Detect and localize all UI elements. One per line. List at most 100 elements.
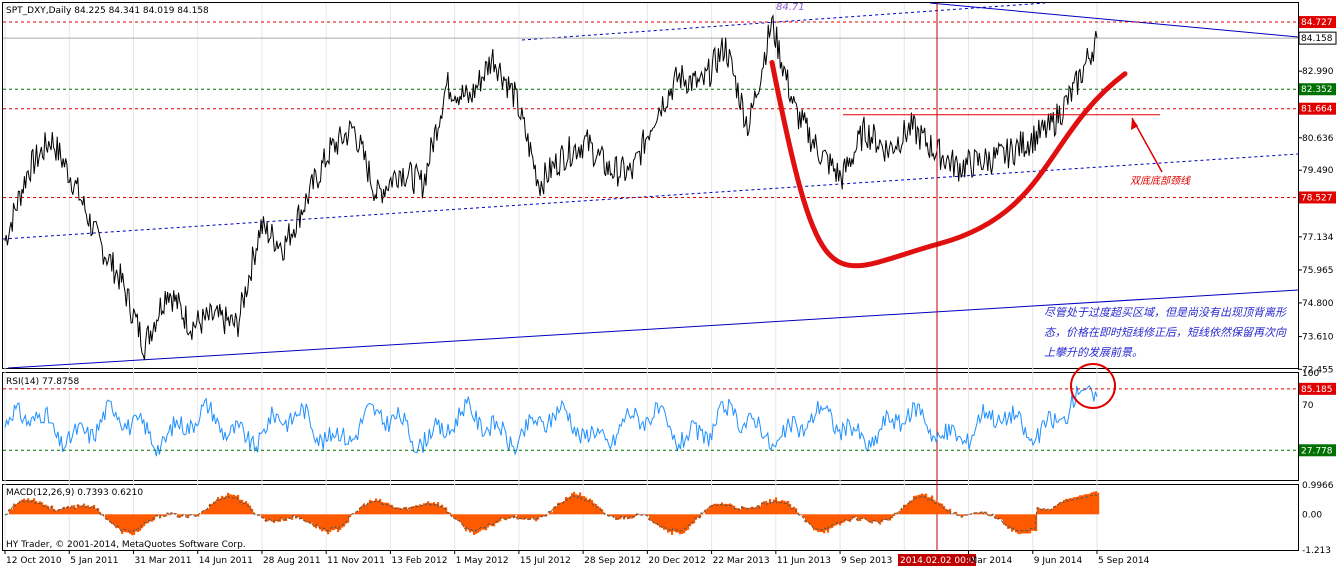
macd-bar [977,512,980,515]
price-pane[interactable] [2,2,1299,369]
macd-bar [177,514,180,518]
x-tick-label: 13 Feb 2012 [391,556,447,566]
rsi-level-tag: 85.185 [1299,382,1336,395]
macd-bar [655,514,658,525]
rsi-series [4,384,1098,457]
macd-bar [1025,514,1028,534]
macd-bar [267,514,270,522]
macd-bar [293,514,296,516]
macd-bar [955,511,958,515]
macd-bar [663,514,666,530]
macd-bar [317,514,320,527]
macd-bar [521,514,524,520]
macd-bar [911,501,914,515]
macd-bar [435,503,438,515]
macd-bar [223,497,226,515]
macd-bar [93,504,96,515]
macd-bar [929,497,932,515]
macd-bar [445,507,448,515]
macd-bar [1079,495,1082,515]
macd-bar [431,503,434,515]
macd-bar [765,500,768,515]
macd-bar [313,514,316,528]
macd-bar [1017,514,1020,534]
macd-bar [535,514,538,522]
macd-bar [817,514,820,532]
x-tick-label: 1 May 2012 [456,556,509,566]
macd-bar [139,514,142,531]
macd-bar [1005,514,1008,526]
macd-bar [873,514,876,522]
macd-bar [983,513,986,515]
macd-bar [681,514,684,534]
macd-bar [553,506,556,515]
macd-bar [327,514,330,535]
macd-y-axis: 0.9966 0.00 -1.213 [1302,481,1334,556]
macd-bar [539,514,542,517]
macd-pane[interactable] [2,484,1299,551]
macd-bar [65,508,68,515]
macd-bar [133,514,136,535]
macd-bar [759,506,762,515]
y-tick-label: 77.134 [1302,233,1334,243]
macd-bar [723,504,726,515]
macd-bar [357,510,360,515]
macd-bar [713,503,716,515]
current-price-tag: 84.158 [1298,31,1337,45]
macd-bar [237,494,240,515]
macd-bar [355,511,358,515]
macd-bar [47,505,50,515]
macd-bar [885,514,888,520]
annotation-line-3: 上攀升的发展前景。 [1044,346,1143,359]
macd-bar [855,514,858,517]
macd-bar [1075,497,1078,515]
macd-bar [549,510,552,515]
y-tick-label: 73.610 [1302,333,1334,343]
macd-bar [835,514,838,526]
macd-bar [869,514,872,523]
macd-bar [881,514,884,522]
macd-bar [135,514,138,532]
macd-bar [781,500,784,515]
macd-bar [691,514,694,525]
macd-bar [279,514,282,522]
rsi-pane[interactable] [2,372,1299,481]
macd-bar [215,500,218,515]
macd-bar [77,504,80,515]
macd-bar [91,506,94,515]
macd-bar [285,514,288,521]
rsi-level-tag: 27.778 [1299,444,1336,457]
macd-bar [923,494,926,515]
macd-y-tick: -1.213 [1302,546,1331,556]
macd-bar [999,514,1002,519]
svg-text:82.352: 82.352 [1301,85,1333,95]
macd-bar [903,504,906,515]
macd-bar [631,514,634,519]
annotation-line-1: 尽管处于过度超买区域，但是尚没有出现顶背离形 [1044,306,1288,319]
macd-bar [915,495,918,515]
macd-bar [217,496,220,515]
macd-bar [185,514,188,516]
macd-bar [585,497,588,515]
macd-bar [675,514,678,533]
macd-bar [847,514,850,521]
macd-bar [21,499,24,515]
macd-bar [897,513,900,515]
macd-bar [499,514,502,522]
macd-bar [1067,499,1070,515]
macd-bar [871,514,874,524]
x-tick-label: 31 Mar 2011 [134,556,191,566]
macd-bar [577,495,580,515]
svg-text:78.527: 78.527 [1301,193,1333,203]
macd-bar [393,507,396,515]
macd-bar [415,505,418,515]
macd-bar [171,512,174,515]
macd-bar [95,508,98,515]
macd-bar [501,514,504,519]
macd-bar [1033,514,1036,531]
macd-bar [31,500,34,515]
macd-bar [143,514,146,527]
macd-bar [469,514,472,533]
macd-bar [235,495,238,515]
